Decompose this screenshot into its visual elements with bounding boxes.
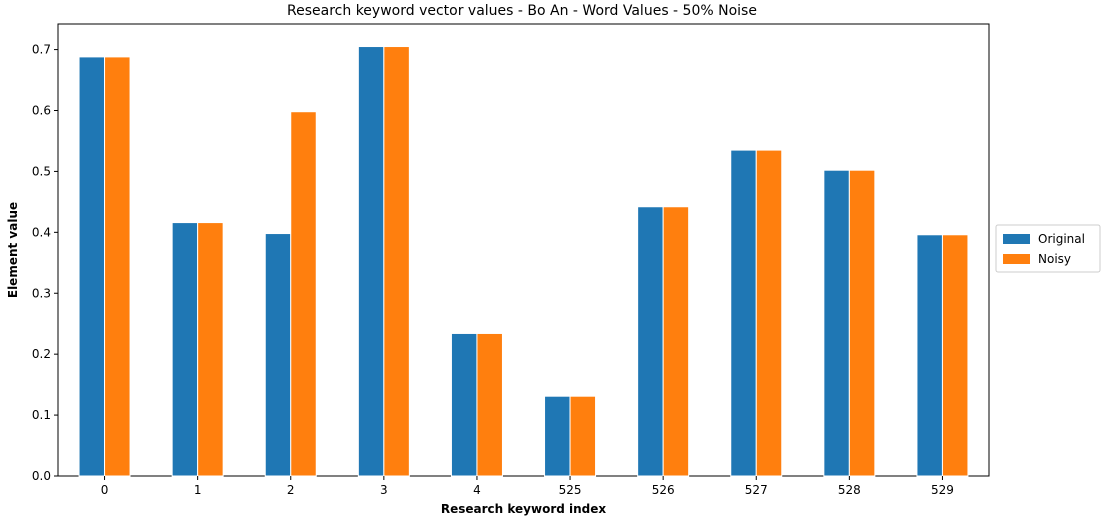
x-tick-label: 2 bbox=[287, 483, 295, 497]
bar-noisy-529 bbox=[941, 234, 969, 477]
bar-original-526 bbox=[637, 206, 664, 477]
bar-noisy-527 bbox=[755, 149, 783, 477]
x-tick-label: 4 bbox=[473, 483, 481, 497]
bars bbox=[78, 46, 969, 477]
plot-area: 0.0 0.1 0.2 0.3 0.4 0.5 0.6 0.7 0 1 2 3 4 525 526 527 5… bbox=[32, 23, 990, 497]
bar-noisy-1 bbox=[197, 222, 224, 477]
chart-title: Research keyword vector values - Bo An -… bbox=[287, 3, 757, 19]
legend: Original Noisy bbox=[995, 224, 1101, 273]
bar-original-529 bbox=[916, 234, 943, 477]
x-axis-title: Research keyword index bbox=[441, 502, 607, 516]
legend-swatch-noisy bbox=[1003, 254, 1030, 264]
x-axis: 0 1 2 3 4 525 526 527 528 529 bbox=[101, 476, 954, 497]
bar-original-1 bbox=[171, 222, 199, 477]
y-tick-label: 0.4 bbox=[32, 225, 51, 239]
y-axis: 0.0 0.1 0.2 0.3 0.4 0.5 0.6 0.7 bbox=[32, 43, 58, 483]
legend-label-original: Original bbox=[1038, 232, 1085, 246]
bar-noisy-526 bbox=[662, 206, 690, 477]
y-axis-title: Element value bbox=[6, 202, 20, 298]
y-tick-label: 0.5 bbox=[32, 164, 51, 178]
bar-original-0 bbox=[78, 56, 106, 477]
bar-original-525 bbox=[544, 395, 571, 477]
x-tick-label: 528 bbox=[838, 483, 861, 497]
y-tick-label: 0.1 bbox=[32, 408, 51, 422]
bar-noisy-3 bbox=[383, 46, 410, 477]
bar-noisy-4 bbox=[476, 332, 503, 477]
x-tick-label: 526 bbox=[652, 483, 675, 497]
legend-label-noisy: Noisy bbox=[1038, 252, 1071, 266]
y-tick-label: 0.2 bbox=[32, 347, 51, 361]
bar-original-4 bbox=[450, 332, 478, 477]
x-tick-label: 0 bbox=[101, 483, 109, 497]
y-tick-label: 0.7 bbox=[32, 43, 51, 57]
bar-original-527 bbox=[730, 149, 757, 477]
bar-noisy-525 bbox=[569, 395, 597, 477]
x-tick-label: 1 bbox=[194, 483, 202, 497]
x-tick-label: 527 bbox=[745, 483, 768, 497]
x-tick-label: 525 bbox=[559, 483, 582, 497]
bar-noisy-528 bbox=[848, 169, 876, 477]
bar-noisy-2 bbox=[290, 111, 317, 477]
legend-swatch-original bbox=[1003, 234, 1030, 244]
plot-frame bbox=[57, 23, 990, 477]
y-tick-label: 0.0 bbox=[32, 469, 51, 483]
y-tick-label: 0.3 bbox=[32, 286, 51, 300]
bar-original-3 bbox=[357, 46, 385, 477]
bar-original-528 bbox=[823, 169, 850, 477]
x-tick-label: 529 bbox=[931, 483, 954, 497]
x-tick-label: 3 bbox=[380, 483, 388, 497]
bar-noisy-0 bbox=[104, 56, 131, 477]
bar-original-2 bbox=[264, 233, 292, 477]
y-tick-label: 0.6 bbox=[32, 104, 51, 118]
